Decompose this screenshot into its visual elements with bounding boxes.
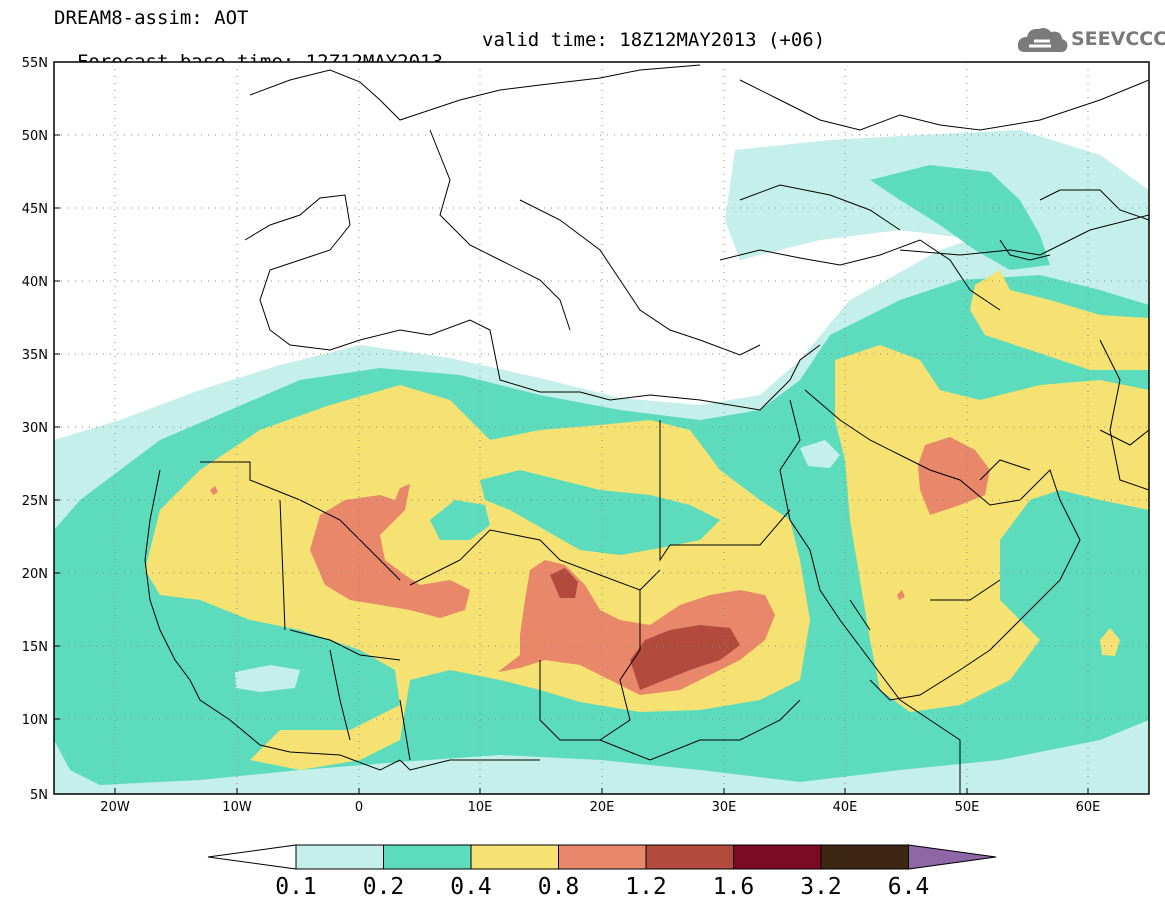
gridlines [54,62,1149,794]
tick-marks [54,61,1089,795]
lat-label: 20N [22,567,48,582]
valid-time: valid time: 18Z12MAY2013 (+06) [482,29,826,51]
lat-label: 30N [22,421,48,436]
logo-text: SEEVCCC [1071,28,1165,50]
lat-labels: 55N 50N 45N 40N 35N 30N 25N 20N 15N 10N … [22,56,48,803]
lon-label: 30E [712,800,737,815]
coastlines [144,64,1149,794]
lon-label: 10W [222,800,252,815]
map-title: DREAM8-assim: AOT [54,7,249,29]
lat-label: 40N [22,275,48,290]
lon-label: 60E [1076,800,1101,815]
lat-label: 25N [22,494,48,509]
lat-label: 35N [22,348,48,363]
lon-labels: 20W 10W 0 10E 20E 30E 40E 50E 60E [100,800,1100,815]
lon-label: 0 [355,800,363,815]
lon-label: 10E [468,800,493,815]
lon-label: 50E [955,800,980,815]
lon-label: 20E [590,800,615,815]
cloud-icon [1017,28,1068,53]
lon-label: 40E [833,800,858,815]
lat-label: 10N [22,713,48,728]
lat-label: 5N [30,788,48,803]
lat-label: 15N [22,640,48,655]
lat-label: 50N [22,129,48,144]
lat-label: 55N [22,56,48,71]
lon-label: 20W [100,800,130,815]
lat-label: 45N [22,202,48,217]
seevccc-logo: SEEVCCC [1015,22,1165,58]
aot-field-1.2 [550,568,740,690]
